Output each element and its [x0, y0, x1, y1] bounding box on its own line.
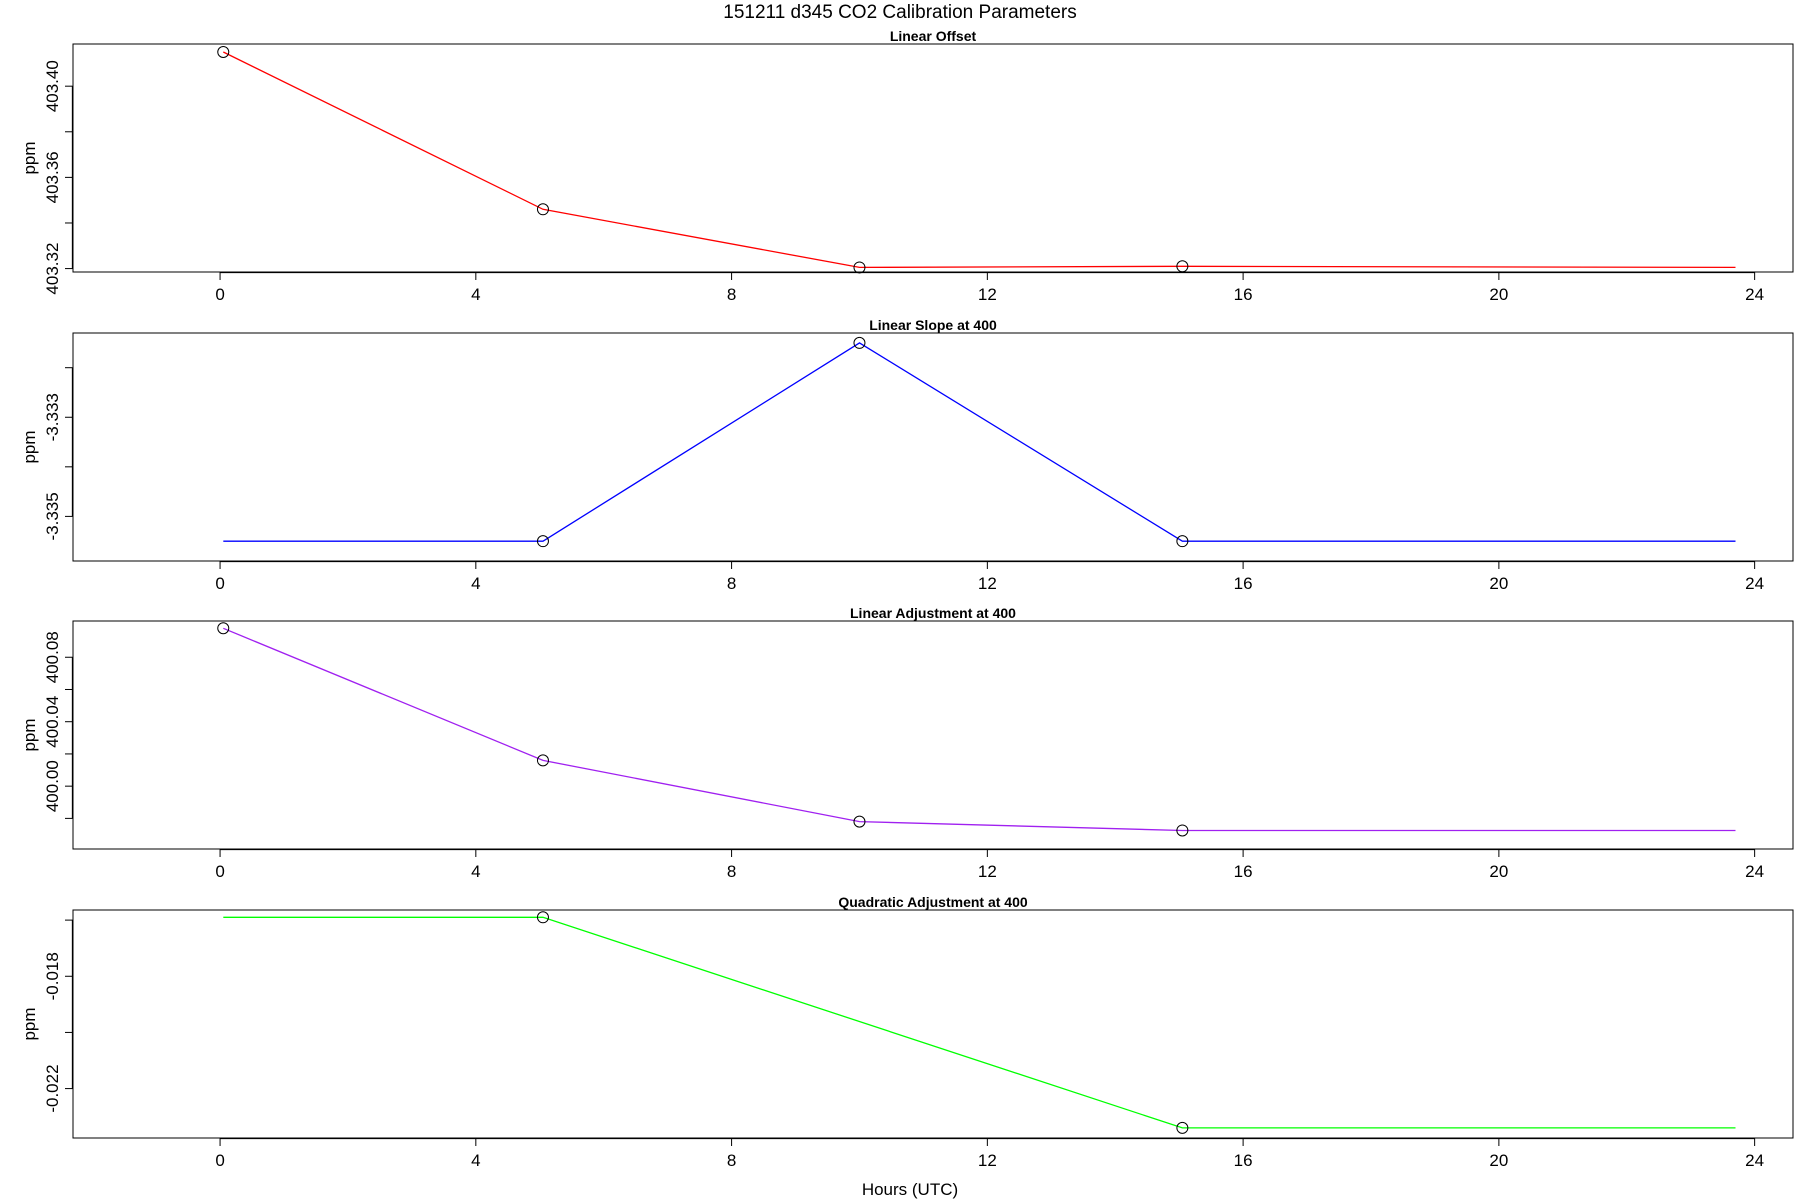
y-axis-label: ppm [20, 141, 39, 174]
x-tick-label: 20 [1489, 574, 1508, 593]
x-tick-label: 0 [215, 574, 224, 593]
data-point [1176, 535, 1189, 548]
panel-title: Quadratic Adjustment at 400 [838, 894, 1028, 910]
x-tick-label: 12 [978, 1151, 997, 1170]
data-point [536, 203, 549, 216]
plot-frame [72, 620, 1794, 850]
data-point [853, 336, 866, 349]
y-tick-label: 400.08 [43, 631, 62, 683]
data-point [1176, 1121, 1189, 1134]
plot-frame [72, 43, 1794, 273]
y-tick-label: -3.335 [43, 492, 62, 540]
x-tick-label: 20 [1489, 862, 1508, 881]
data-point [217, 45, 230, 58]
panel-title: Linear Slope at 400 [869, 317, 997, 333]
x-tick-label: 8 [727, 1151, 736, 1170]
x-tick-label: 24 [1745, 574, 1764, 593]
y-axis-label: ppm [20, 1007, 39, 1040]
y-tick-label: -3.333 [43, 393, 62, 441]
x-tick-label: 4 [471, 285, 480, 304]
y-tick-label: 400.00 [43, 760, 62, 812]
plot-frame [72, 909, 1794, 1139]
y-tick-label: 400.04 [43, 696, 62, 748]
y-axis-label: ppm [20, 430, 39, 463]
data-point [536, 535, 549, 548]
x-tick-label: 16 [1234, 862, 1253, 881]
data-point [1176, 260, 1189, 273]
x-tick-label: 16 [1234, 1151, 1253, 1170]
y-tick-label: -0.022 [43, 1064, 62, 1112]
x-tick-label: 8 [727, 285, 736, 304]
panel-title: Linear Offset [890, 28, 977, 44]
x-axis-label: Hours (UTC) [862, 1180, 958, 1199]
x-tick-label: 4 [471, 574, 480, 593]
x-tick-label: 4 [471, 862, 480, 881]
x-tick-label: 0 [215, 862, 224, 881]
chart-panel: Quadratic Adjustment at 400 0 4 8 12 16 20 24 -0… [20, 894, 1794, 1170]
chart-panel: Linear Adjustment at 400 0 4 8 12 16 20 24 400.0… [20, 605, 1794, 881]
data-point [853, 815, 866, 828]
x-tick-label: 12 [978, 574, 997, 593]
y-tick-label: -0.018 [43, 952, 62, 1000]
x-tick-label: 24 [1745, 1151, 1764, 1170]
x-tick-label: 8 [727, 574, 736, 593]
chart-panels: Linear Offset 0 4 8 12 16 20 24 403.32 403.36 403.… [20, 28, 1794, 1170]
y-tick-label: 403.36 [43, 151, 62, 203]
x-tick-label: 24 [1745, 862, 1764, 881]
y-axis-label: ppm [20, 718, 39, 751]
series-line [223, 627, 1736, 832]
data-point [217, 622, 230, 635]
data-point [536, 911, 549, 924]
x-tick-label: 4 [471, 1151, 480, 1170]
series-line [223, 916, 1736, 1129]
chart-panel: Linear Slope at 400 0 4 8 12 16 20 24 -3.335 -3.3… [20, 317, 1794, 593]
plot-frame [72, 332, 1794, 562]
x-tick-label: 12 [978, 285, 997, 304]
x-tick-label: 12 [978, 862, 997, 881]
data-point [536, 754, 549, 767]
chart-panel: Linear Offset 0 4 8 12 16 20 24 403.32 403.36 403.… [20, 28, 1794, 304]
y-tick-label: 403.32 [43, 243, 62, 295]
panel-title: Linear Adjustment at 400 [850, 605, 1016, 621]
data-point [853, 261, 866, 274]
series-line [223, 51, 1736, 269]
x-tick-label: 16 [1234, 285, 1253, 304]
x-tick-label: 0 [215, 285, 224, 304]
x-tick-label: 20 [1489, 1151, 1508, 1170]
x-tick-label: 20 [1489, 285, 1508, 304]
y-tick-label: 403.40 [43, 60, 62, 112]
figure-title: 151211 d345 CO2 Calibration Parameters [723, 2, 1076, 23]
x-tick-label: 0 [215, 1151, 224, 1170]
x-tick-label: 16 [1234, 574, 1253, 593]
data-point [1176, 824, 1189, 837]
x-tick-label: 24 [1745, 285, 1764, 304]
series-line [223, 342, 1736, 542]
x-tick-label: 8 [727, 862, 736, 881]
